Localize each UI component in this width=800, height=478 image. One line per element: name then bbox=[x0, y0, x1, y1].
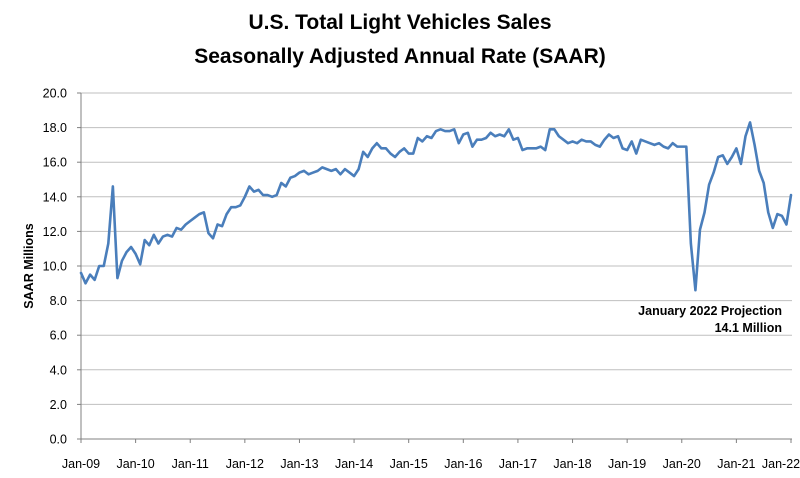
chart-subtitle: Seasonally Adjusted Annual Rate (SAAR) bbox=[194, 45, 606, 68]
x-tick-label: Jan-11 bbox=[172, 457, 209, 471]
y-tick-label: 0.0 bbox=[50, 433, 67, 447]
series-line bbox=[79, 121, 793, 292]
y-tick-label: 14.0 bbox=[43, 190, 67, 204]
x-tick-label: Jan-15 bbox=[390, 457, 428, 471]
x-tick-label: Jan-09 bbox=[62, 457, 100, 471]
annotation-line-1: January 2022 Projection bbox=[638, 304, 782, 318]
y-tick-label: 8.0 bbox=[50, 294, 67, 308]
x-tick-label: Jan-22 bbox=[762, 457, 800, 471]
x-tick-label: Jan-18 bbox=[553, 457, 591, 471]
y-tick-label: 18.0 bbox=[43, 121, 67, 135]
x-tick-label: Jan-21 bbox=[717, 457, 755, 471]
x-tick-label: Jan-20 bbox=[663, 457, 701, 471]
x-tick-label: Jan-19 bbox=[608, 457, 646, 471]
x-tick-label: Jan-16 bbox=[444, 457, 482, 471]
y-tick-label: 20.0 bbox=[43, 87, 67, 101]
x-tick-label: Jan-14 bbox=[335, 457, 373, 471]
y-axis-ticks: 0.0 2.0 4.0 6.0 8.0 10.0 12.0 14.0 16.0 18.0 20.0 bbox=[43, 87, 81, 447]
y-tick-label: 12.0 bbox=[43, 225, 67, 239]
y-tick-label: 6.0 bbox=[50, 329, 67, 343]
x-axis-ticks: Jan-09 Jan-10 Jan-11 Jan-12 Jan-13 Jan-14 Jan-… bbox=[62, 439, 800, 471]
y-tick-label: 2.0 bbox=[50, 398, 67, 412]
y-tick-label: 16.0 bbox=[43, 156, 67, 170]
x-tick-label: Jan-13 bbox=[280, 457, 318, 471]
x-tick-label: Jan-12 bbox=[226, 457, 264, 471]
y-axis-label: SAAR Millions bbox=[22, 223, 36, 308]
series-group bbox=[79, 121, 793, 292]
x-tick-label: Jan-10 bbox=[116, 457, 154, 471]
annotation-line-2: 14.1 Million bbox=[715, 321, 782, 335]
y-tick-label: 10.0 bbox=[43, 260, 67, 274]
chart-title: U.S. Total Light Vehicles Sales bbox=[248, 11, 551, 34]
gridlines bbox=[81, 92, 792, 405]
y-tick-label: 4.0 bbox=[50, 363, 67, 377]
x-tick-label: Jan-17 bbox=[499, 457, 537, 471]
